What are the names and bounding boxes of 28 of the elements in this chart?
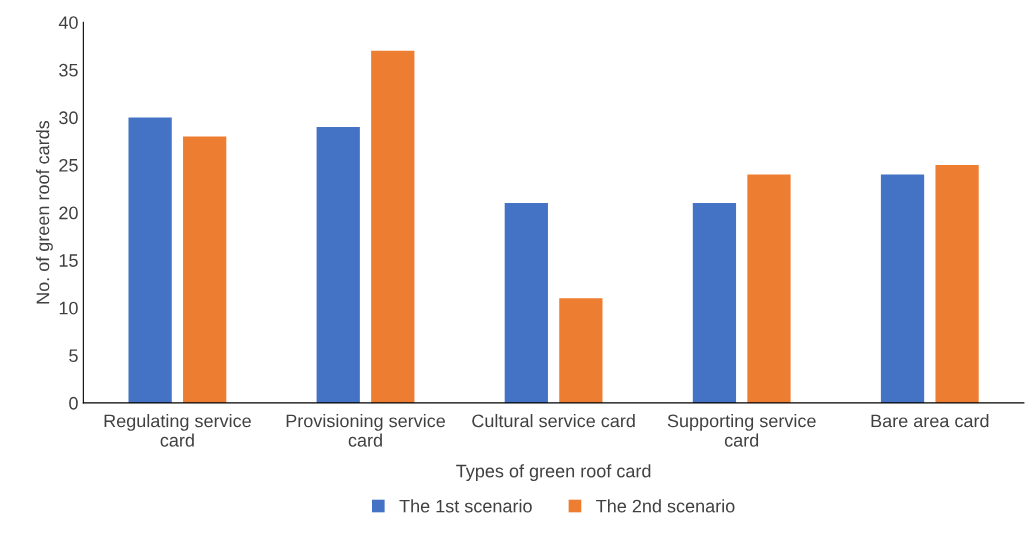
y-tick-label: 20 [59,206,78,220]
bar [692,203,737,403]
y-tick-label: 40 [58,16,78,29]
x-axis-title: Types of green roof card [456,464,651,482]
bar [747,174,791,403]
y-tick-label: 25 [59,158,78,172]
x-tick-label: Supporting service card [667,414,816,447]
bar [880,174,925,403]
bar [183,136,227,403]
y-tick-label: 10 [59,301,78,315]
bar [504,203,548,403]
y-tick-label: 0 [69,396,78,410]
x-tick-label: Regulating service card [104,414,251,447]
bar [371,50,415,403]
legend-label: The 1st scenario [399,499,532,513]
x-tick-label: Cultural service card [472,414,635,428]
bar [316,126,360,403]
bar [559,298,603,403]
bar [935,165,979,403]
bar [128,117,172,403]
x-tick-label: Provisioning service card [286,414,445,447]
y-tick-label: 5 [69,349,78,363]
y-tick-label: 30 [59,111,78,125]
y-tick-label: 35 [59,63,78,77]
x-tick-label: Bare area card [871,414,989,428]
y-axis-title: No. of green roof cards [36,120,53,304]
legend-label: The 2nd scenario [596,499,735,513]
y-tick-label: 15 [59,254,78,267]
